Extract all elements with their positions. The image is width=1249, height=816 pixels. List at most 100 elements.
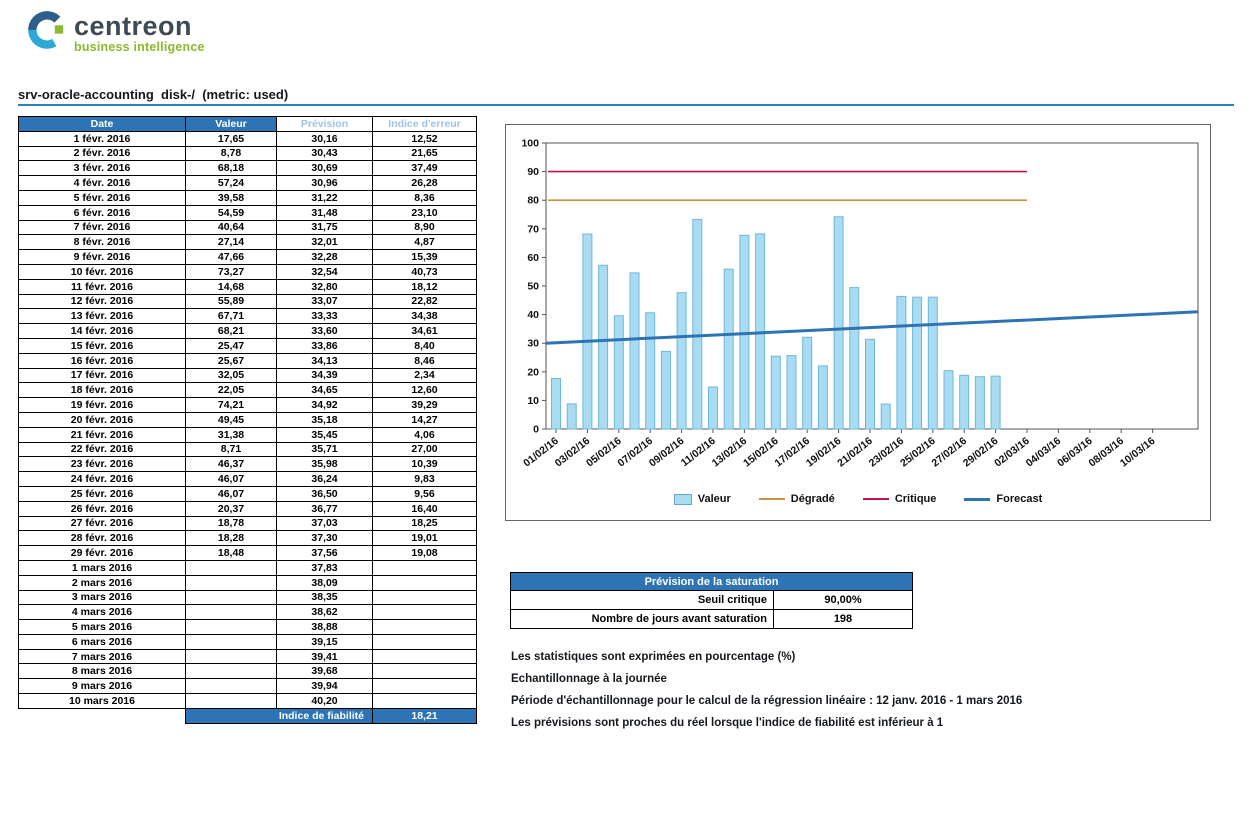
valeur-cell: 46,37 <box>185 456 277 473</box>
valeur-cell: 46,07 <box>185 485 277 502</box>
forecast-table-header-row: Date Valeur Prévision Indice d'erreur <box>18 116 477 132</box>
saturation-row: Seuil critique 90,00% <box>510 590 913 610</box>
legend-item-forecast: Forecast <box>964 493 1042 505</box>
prevision-cell: 39,15 <box>276 633 373 650</box>
date-cell: 23 févr. 2016 <box>18 456 186 473</box>
valeur-cell: 49,45 <box>185 411 277 428</box>
valeur-cell: 68,21 <box>185 323 277 339</box>
table-row: 24 févr. 2016 46,07 36,24 9,83 <box>18 471 477 487</box>
table-row: 8 mars 2016 39,68 <box>18 663 477 680</box>
centreon-logo-icon <box>28 11 64 49</box>
table-row: 12 févr. 2016 55,89 33,07 22,82 <box>18 293 477 310</box>
saturation-header-row: Prévision de la saturation <box>510 572 913 591</box>
prevision-cell: 34,92 <box>276 397 373 413</box>
prevision-cell: 38,62 <box>276 604 373 621</box>
valeur-cell: 17,65 <box>185 130 277 147</box>
date-cell: 26 févr. 2016 <box>18 500 186 517</box>
valeur-cell: 25,47 <box>185 337 277 354</box>
valeur-cell: 73,27 <box>185 263 277 280</box>
svg-text:50: 50 <box>527 281 539 293</box>
erreur-cell: 12,52 <box>372 130 477 147</box>
saturation-table-body: Seuil critique 90,00% Nombre de jours avan… <box>510 590 913 629</box>
erreur-cell <box>372 589 477 606</box>
date-cell: 22 févr. 2016 <box>18 441 186 458</box>
valeur-cell <box>185 589 277 606</box>
prevision-cell: 34,13 <box>276 352 373 369</box>
erreur-cell: 2,34 <box>372 367 477 384</box>
prevision-cell: 38,09 <box>276 574 373 591</box>
valeur-cell <box>185 604 277 621</box>
date-cell: 5 mars 2016 <box>18 619 186 635</box>
prevision-cell: 32,54 <box>276 263 373 280</box>
forecast-table-head: Date Valeur Prévision Indice d'erreur <box>18 116 477 132</box>
date-cell: 9 mars 2016 <box>18 678 186 695</box>
date-cell: 13 févr. 2016 <box>18 308 186 325</box>
valeur-cell <box>185 693 277 709</box>
erreur-cell <box>372 604 477 621</box>
table-row: 2 févr. 2016 8,78 30,43 21,65 <box>18 145 477 162</box>
svg-text:100: 100 <box>521 138 539 150</box>
erreur-cell: 10,39 <box>372 456 477 473</box>
date-cell: 7 févr. 2016 <box>18 219 186 236</box>
date-cell: 19 févr. 2016 <box>18 397 186 413</box>
date-cell: 10 févr. 2016 <box>18 263 186 280</box>
valeur-cell: 14,68 <box>185 278 277 295</box>
date-cell: 18 févr. 2016 <box>18 382 186 399</box>
valeur-cell: 27,14 <box>185 234 277 251</box>
erreur-cell <box>372 619 477 635</box>
prevision-cell: 36,77 <box>276 500 373 517</box>
valeur-cell: 55,89 <box>185 293 277 310</box>
date-cell: 16 févr. 2016 <box>18 352 186 369</box>
forecast-chart: 010203040506070809010001/02/1603/02/1605… <box>521 138 1199 470</box>
erreur-cell: 34,38 <box>372 308 477 325</box>
valeur-cell: 40,64 <box>185 219 277 236</box>
chart-legend: Valeur Dégradé Critique Forecast <box>506 493 1210 505</box>
svg-text:10: 10 <box>527 395 539 407</box>
valeur-cell: 22,05 <box>185 382 277 399</box>
date-cell: 20 févr. 2016 <box>18 411 186 428</box>
table-row: 10 mars 2016 40,20 <box>18 693 477 709</box>
valeur-cell: 20,37 <box>185 500 277 517</box>
prevision-cell: 30,69 <box>276 160 373 177</box>
erreur-cell: 19,01 <box>372 530 477 547</box>
prevision-cell: 33,86 <box>276 337 373 354</box>
prevision-cell: 36,50 <box>276 485 373 502</box>
erreur-cell <box>372 663 477 680</box>
erreur-cell: 18,12 <box>372 278 477 295</box>
table-row: 7 févr. 2016 40,64 31,75 8,90 <box>18 219 477 236</box>
reliability-row: Indice de fiabilité 18,21 <box>19 707 477 724</box>
svg-text:20: 20 <box>527 366 539 378</box>
erreur-cell <box>372 693 477 709</box>
erreur-cell: 8,36 <box>372 189 477 206</box>
date-cell: 8 mars 2016 <box>18 663 186 680</box>
erreur-cell: 26,28 <box>372 175 477 191</box>
erreur-cell: 21,65 <box>372 145 477 162</box>
erreur-cell <box>372 574 477 591</box>
table-row: 1 févr. 2016 17,65 30,16 12,52 <box>18 130 477 147</box>
valeur-cell <box>185 648 277 665</box>
reliability-value: 18,21 <box>372 707 477 724</box>
table-row: 13 févr. 2016 67,71 33,33 34,38 <box>18 308 477 325</box>
chart-panel: 0 10 20 30 40 50 60 70 80 90 100 01/02/16 03/02/16 05… <box>505 124 1211 521</box>
legend-item-critique: Critique <box>862 493 936 505</box>
valeur-cell <box>185 559 277 576</box>
erreur-cell: 23,10 <box>372 204 477 221</box>
erreur-cell <box>372 678 477 695</box>
date-cell: 3 mars 2016 <box>18 589 186 606</box>
note-line: Les prévisions sont proches du réel lors… <box>511 717 944 729</box>
date-cell: 10 mars 2016 <box>18 693 186 709</box>
prevision-cell: 33,60 <box>276 323 373 339</box>
table-row: 17 févr. 2016 32,05 34,39 2,34 <box>18 367 477 384</box>
valeur-cell: 39,58 <box>185 189 277 206</box>
date-cell: 29 févr. 2016 <box>18 545 186 561</box>
table-row: 6 févr. 2016 54,59 31,48 23,10 <box>18 204 477 221</box>
erreur-cell: 9,56 <box>372 485 477 502</box>
saturation-table: Prévision de la saturation Seuil critiqu… <box>510 572 913 629</box>
note-line: Période d'échantillonnage pour le calcul… <box>511 695 1023 707</box>
prevision-cell: 30,16 <box>276 130 373 147</box>
table-row: 20 févr. 2016 49,45 35,18 14,27 <box>18 411 477 428</box>
prevision-cell: 39,68 <box>276 663 373 680</box>
saturation-value: 90,00% <box>773 590 913 610</box>
report-notes: Les statistiques sont exprimées en pourc… <box>511 651 1022 739</box>
erreur-cell: 8,90 <box>372 219 477 236</box>
